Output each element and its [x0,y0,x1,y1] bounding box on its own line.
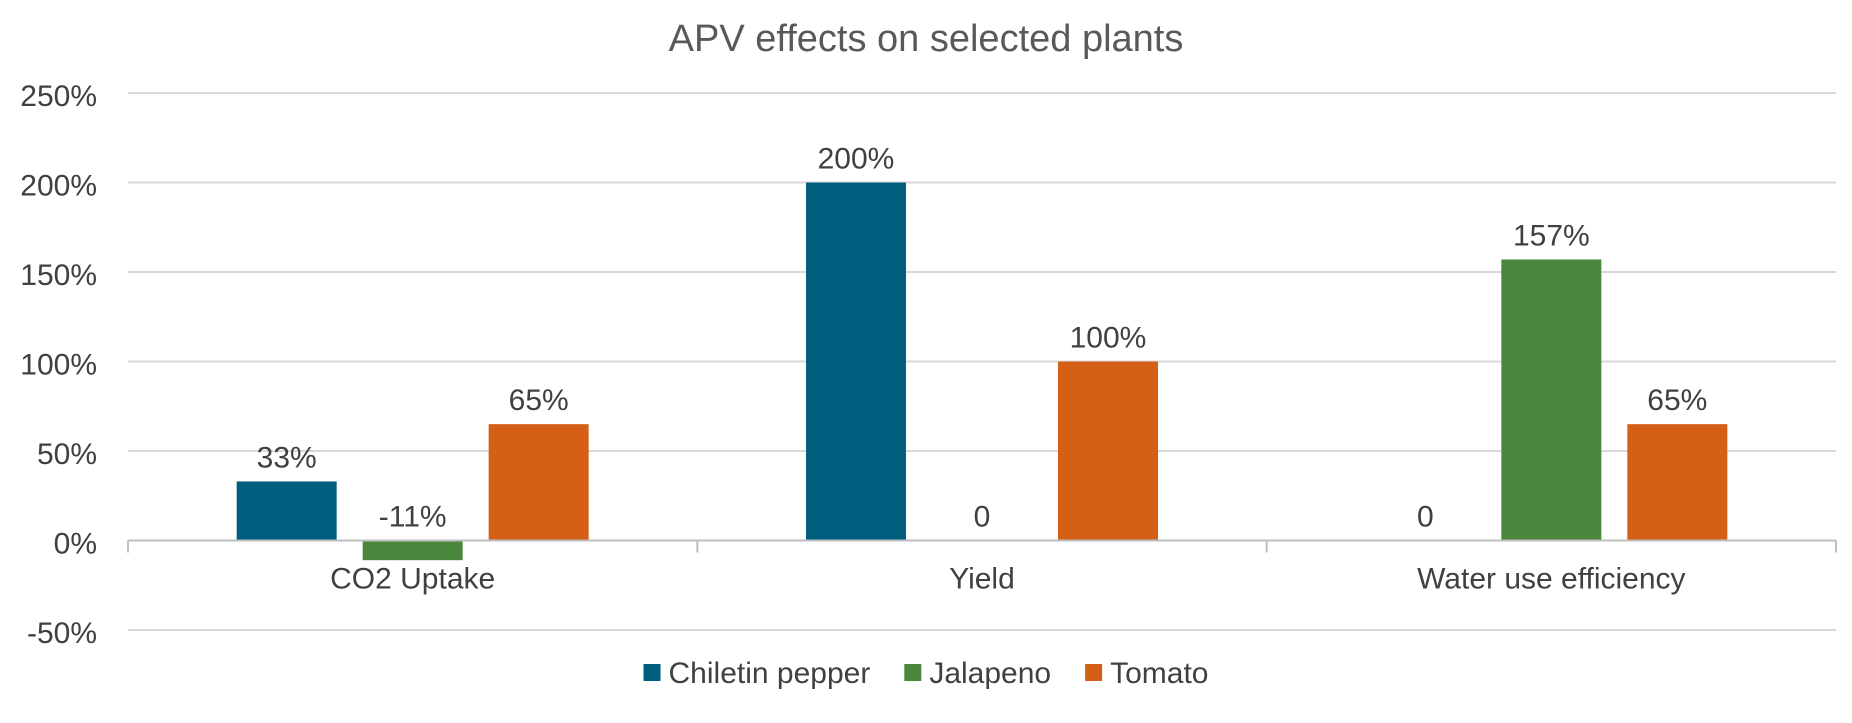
legend-label: Chiletin pepper [669,657,871,690]
x-axis [127,539,1837,553]
y-tick-label: -50% [27,617,97,650]
x-axis-category-labels: CO2 Uptake Yield Water use efficiency [330,563,1685,596]
legend-swatch [904,664,922,681]
data-label: 200% [818,143,895,176]
y-tick-label: 150% [20,259,97,292]
legend-label: Jalapeno [929,657,1051,690]
x-category-label: Yield [949,563,1015,596]
bar [806,182,906,541]
bar [1501,259,1602,541]
legend-label: Tomato [1110,657,1208,690]
bar [488,424,589,541]
data-labels: 33% 200% 0 -11% 0 157% 65% 100% 65% [257,143,1708,534]
y-tick-label: 50% [37,438,97,471]
x-category-label: CO2 Uptake [330,563,495,596]
data-label: 0 [1417,501,1434,534]
bar [1627,424,1728,541]
data-label: 157% [1513,219,1590,252]
legend: Chiletin pepper Jalapeno Tomato [643,657,1208,690]
gridlines [128,92,1836,631]
data-label: 0 [974,501,991,534]
data-label: 33% [257,441,317,474]
y-tick-label: 200% [20,170,97,203]
y-tick-label: 0% [54,528,97,561]
legend-swatch [643,664,661,681]
data-label: -11% [379,501,447,534]
bar [1058,361,1158,541]
bar [236,481,337,541]
chart-title: APV effects on selected plants [669,18,1184,60]
bars [236,182,1728,561]
data-label: 100% [1070,322,1147,355]
legend-swatch [1085,664,1103,681]
y-tick-label: 100% [20,349,97,382]
data-label: 65% [509,384,569,417]
data-label: 65% [1647,384,1707,417]
bar [362,540,463,561]
y-axis-tick-labels: 250% 200% 150% 100% 50% 0% -50% [20,80,97,650]
x-category-label: Water use efficiency [1417,563,1685,596]
y-tick-label: 250% [20,80,97,113]
